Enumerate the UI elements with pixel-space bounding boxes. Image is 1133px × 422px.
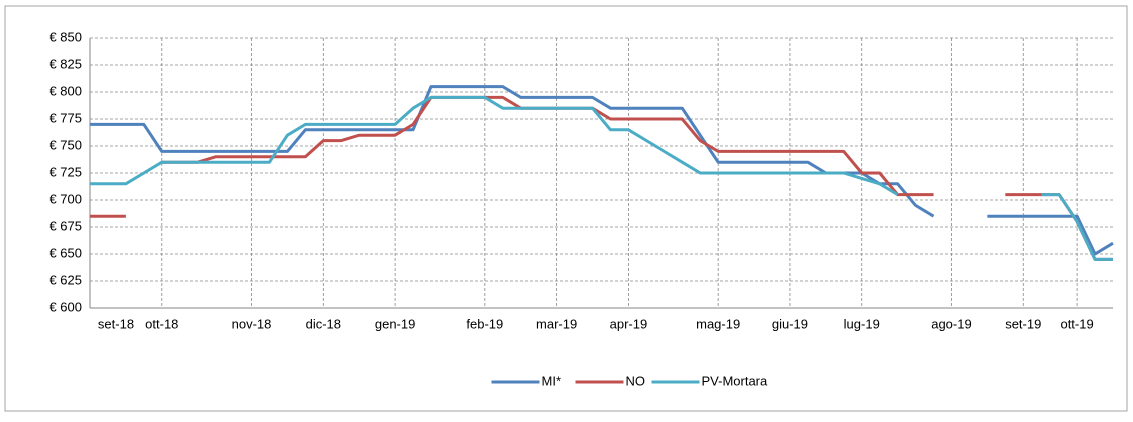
series-line (90, 95, 899, 196)
series-line (90, 85, 935, 218)
y-tick-label: € 825 (49, 56, 82, 71)
x-tick-label: feb-19 (466, 316, 503, 331)
x-tick-label: set-18 (98, 316, 134, 331)
x-tick-label: ott-19 (1060, 316, 1093, 331)
y-tick-label: € 650 (49, 245, 82, 260)
legend-label: NO (626, 373, 646, 388)
x-tick-label: nov-18 (232, 316, 272, 331)
x-tick-label: set-19 (1005, 316, 1041, 331)
x-tick-label: ago-19 (931, 316, 971, 331)
y-tick-label: € 775 (49, 110, 82, 125)
legend-label: PV-Mortara (702, 373, 769, 388)
x-tick-label: ott-18 (145, 316, 178, 331)
y-tick-label: € 600 (49, 299, 82, 314)
x-tick-label: dic-18 (306, 316, 341, 331)
y-tick-label: € 800 (49, 83, 82, 98)
y-tick-label: € 625 (49, 272, 82, 287)
y-tick-label: € 675 (49, 218, 82, 233)
x-tick-label: mar-19 (536, 316, 577, 331)
x-tick-label: gen-19 (375, 316, 415, 331)
x-tick-label: lug-19 (844, 316, 880, 331)
y-tick-label: € 725 (49, 164, 82, 179)
y-tick-label: € 700 (49, 191, 82, 206)
legend-label: MI* (542, 373, 562, 388)
x-tick-label: giu-19 (772, 316, 808, 331)
y-tick-label: € 850 (49, 29, 82, 44)
series-line (1041, 193, 1113, 261)
chart-frame (4, 5, 1128, 412)
series-line (987, 214, 1114, 256)
x-tick-label: mag-19 (696, 316, 740, 331)
y-tick-label: € 750 (49, 137, 82, 152)
x-tick-label: apr-19 (610, 316, 648, 331)
